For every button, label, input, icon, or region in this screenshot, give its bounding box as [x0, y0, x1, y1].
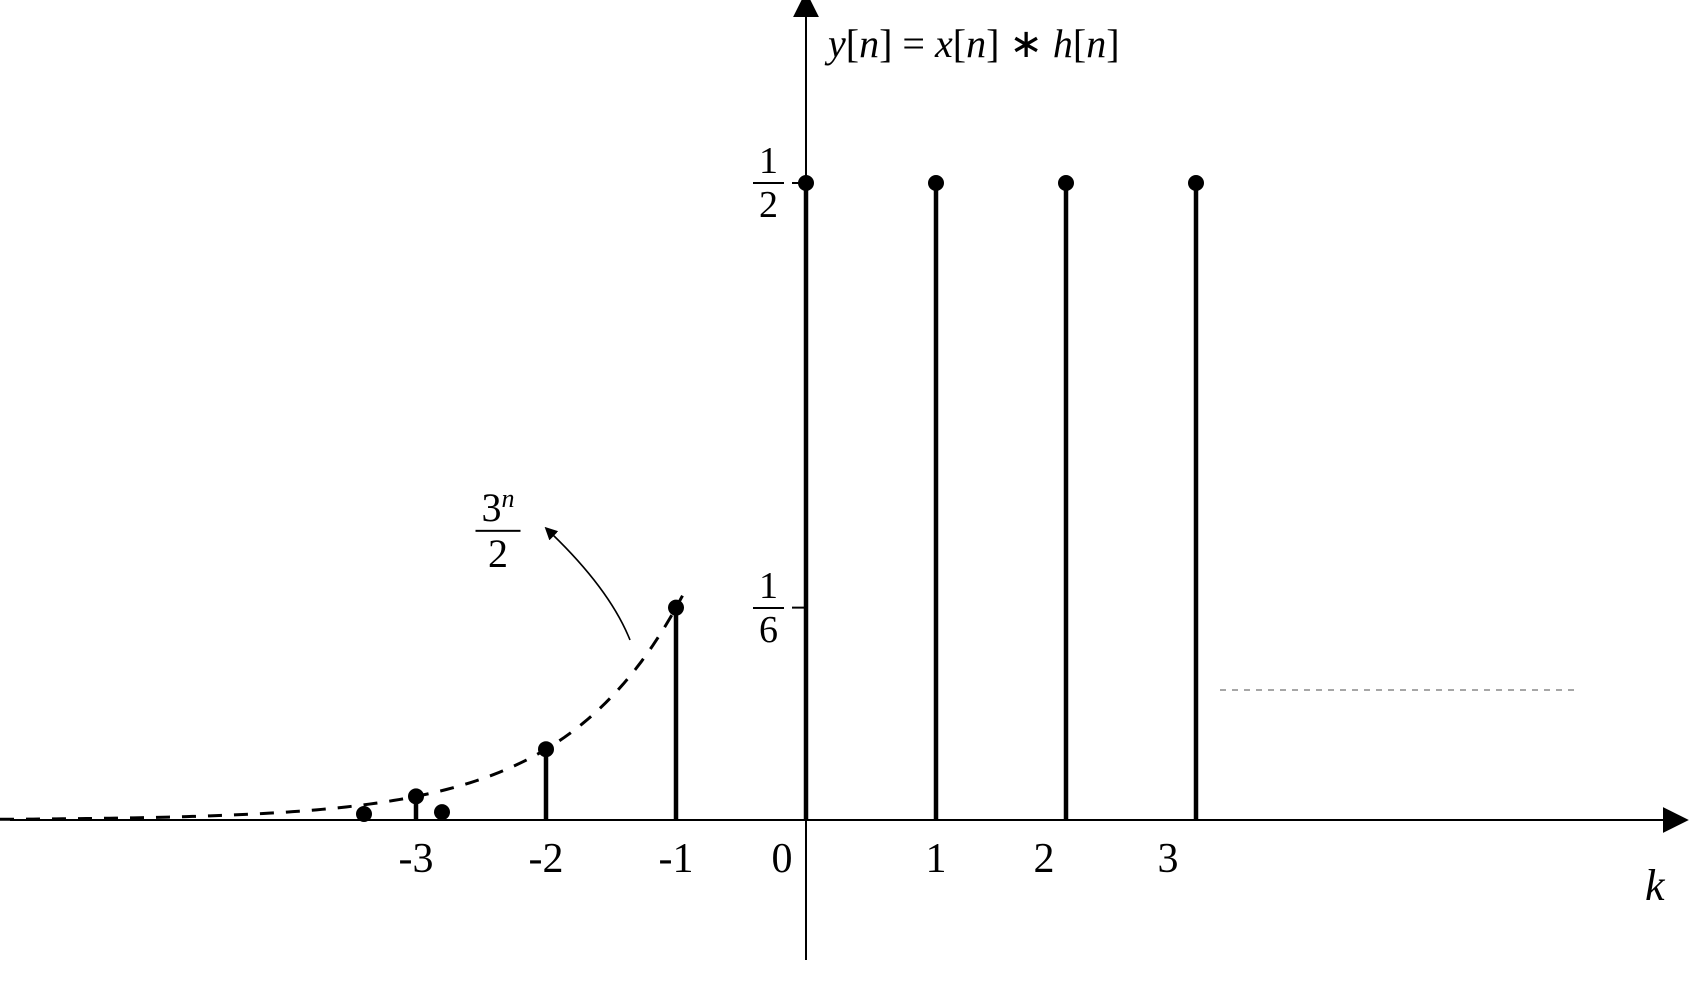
- x-tick-label: 2: [1034, 838, 1055, 880]
- plot-svg: [0, 0, 1692, 992]
- y-tick-label: 16: [753, 567, 792, 649]
- x-tick-label: -1: [659, 838, 694, 880]
- x-tick-label: -3: [399, 838, 434, 880]
- stem-plot-convolution: y[n] = x[n] ∗ h[n] k -3-2-10123 1216 3n2: [0, 0, 1692, 992]
- envelope-annotation-label: 3n2: [476, 486, 521, 574]
- x-axis-label: k: [1645, 860, 1665, 911]
- y-axis-title: y[n] = x[n] ∗ h[n]: [828, 20, 1120, 67]
- x-tick-label: 1: [926, 838, 947, 880]
- y-tick-label: 12: [753, 142, 792, 224]
- x-tick-label: -2: [529, 838, 564, 880]
- x-tick-label: 3: [1158, 838, 1179, 880]
- x-tick-label: 0: [772, 838, 793, 880]
